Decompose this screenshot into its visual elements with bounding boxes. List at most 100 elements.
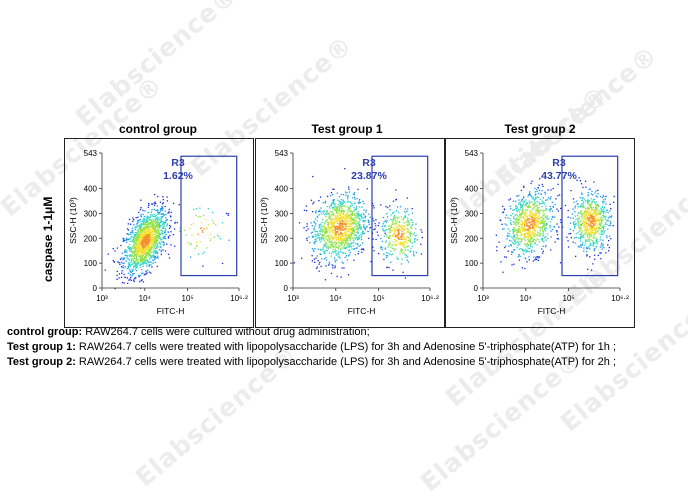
event-dot — [121, 265, 123, 268]
event-dot — [121, 272, 123, 274]
event-dot — [403, 225, 405, 227]
event-dot — [184, 229, 186, 231]
event-dot — [578, 237, 580, 239]
event-dot — [409, 233, 411, 235]
event-dot — [599, 224, 602, 226]
event-dot — [593, 216, 595, 218]
event-dot — [157, 213, 159, 215]
event-dot — [332, 249, 334, 251]
event-dot — [327, 223, 329, 225]
event-dot — [140, 263, 142, 265]
event-dot — [353, 259, 355, 261]
event-dot — [409, 232, 411, 234]
event-dot — [306, 210, 308, 212]
event-dot — [155, 235, 157, 237]
event-dot — [149, 258, 151, 260]
event-dot — [512, 231, 514, 233]
event-dot — [606, 236, 608, 239]
event-dot — [141, 237, 143, 239]
event-dot — [394, 219, 396, 222]
event-dot — [523, 228, 525, 230]
event-dot — [528, 203, 530, 205]
event-dot — [330, 204, 332, 206]
event-dot — [521, 204, 523, 206]
event-dot — [524, 229, 526, 231]
event-dot — [407, 231, 409, 233]
event-dot — [151, 247, 153, 249]
event-dot — [342, 209, 344, 212]
event-dot — [168, 211, 170, 213]
event-dot — [409, 235, 412, 237]
event-dot — [133, 254, 136, 257]
event-dot — [328, 241, 330, 243]
event-dot — [532, 197, 534, 199]
event-dot — [592, 199, 595, 201]
event-dot — [535, 223, 537, 225]
event-dot — [337, 220, 339, 222]
event-dot — [539, 198, 541, 201]
event-dot — [532, 232, 534, 234]
event-dot — [358, 217, 360, 219]
event-dot — [574, 215, 576, 217]
event-dot — [151, 246, 153, 248]
event-dot — [319, 261, 321, 264]
event-dot — [410, 247, 412, 249]
event-dot — [342, 214, 345, 216]
event-dot — [139, 245, 141, 247]
event-dot — [154, 257, 156, 259]
event-dot — [119, 263, 121, 265]
event-dot — [536, 217, 539, 219]
event-dot — [145, 262, 147, 264]
event-dot — [332, 207, 335, 209]
event-dot — [323, 214, 325, 216]
event-dot — [600, 212, 602, 214]
event-dot — [329, 246, 331, 248]
event-dot — [395, 217, 397, 219]
event-dot — [139, 237, 141, 239]
event-dot — [574, 223, 576, 226]
event-dot — [522, 250, 524, 252]
event-dot — [323, 228, 325, 230]
event-dot — [533, 200, 536, 202]
event-dot — [165, 228, 167, 230]
event-dot — [601, 226, 603, 229]
event-dot — [600, 223, 602, 225]
event-dot — [356, 198, 358, 200]
event-dot — [510, 240, 512, 242]
event-dot — [581, 193, 583, 195]
event-dot — [390, 218, 392, 221]
event-dot — [328, 213, 330, 215]
event-dot — [334, 205, 336, 207]
event-dot — [573, 237, 576, 239]
event-dot — [343, 221, 345, 223]
event-dot — [360, 235, 362, 237]
event-dot — [330, 243, 332, 246]
event-dot — [407, 245, 409, 247]
event-dot — [607, 220, 609, 222]
event-dot — [346, 224, 348, 226]
event-dot — [544, 236, 546, 238]
event-dot — [590, 210, 593, 212]
event-dot — [510, 244, 512, 246]
event-dot — [585, 207, 587, 210]
event-dot — [328, 216, 330, 219]
event-dot — [400, 249, 402, 251]
event-dot — [322, 234, 325, 237]
event-dot — [409, 251, 411, 253]
event-dot — [578, 212, 580, 215]
event-dot — [161, 206, 163, 208]
event-dot — [525, 250, 527, 253]
event-dot — [153, 222, 155, 225]
event-dot — [503, 208, 505, 210]
event-dot — [165, 221, 167, 224]
event-dot — [340, 222, 342, 225]
event-dot — [140, 239, 142, 241]
event-dot — [522, 216, 524, 218]
event-dot — [580, 183, 583, 185]
event-dot — [513, 263, 515, 265]
event-dot — [588, 200, 591, 202]
event-dot — [405, 237, 407, 239]
event-dot — [532, 219, 534, 221]
event-dot — [146, 248, 148, 250]
